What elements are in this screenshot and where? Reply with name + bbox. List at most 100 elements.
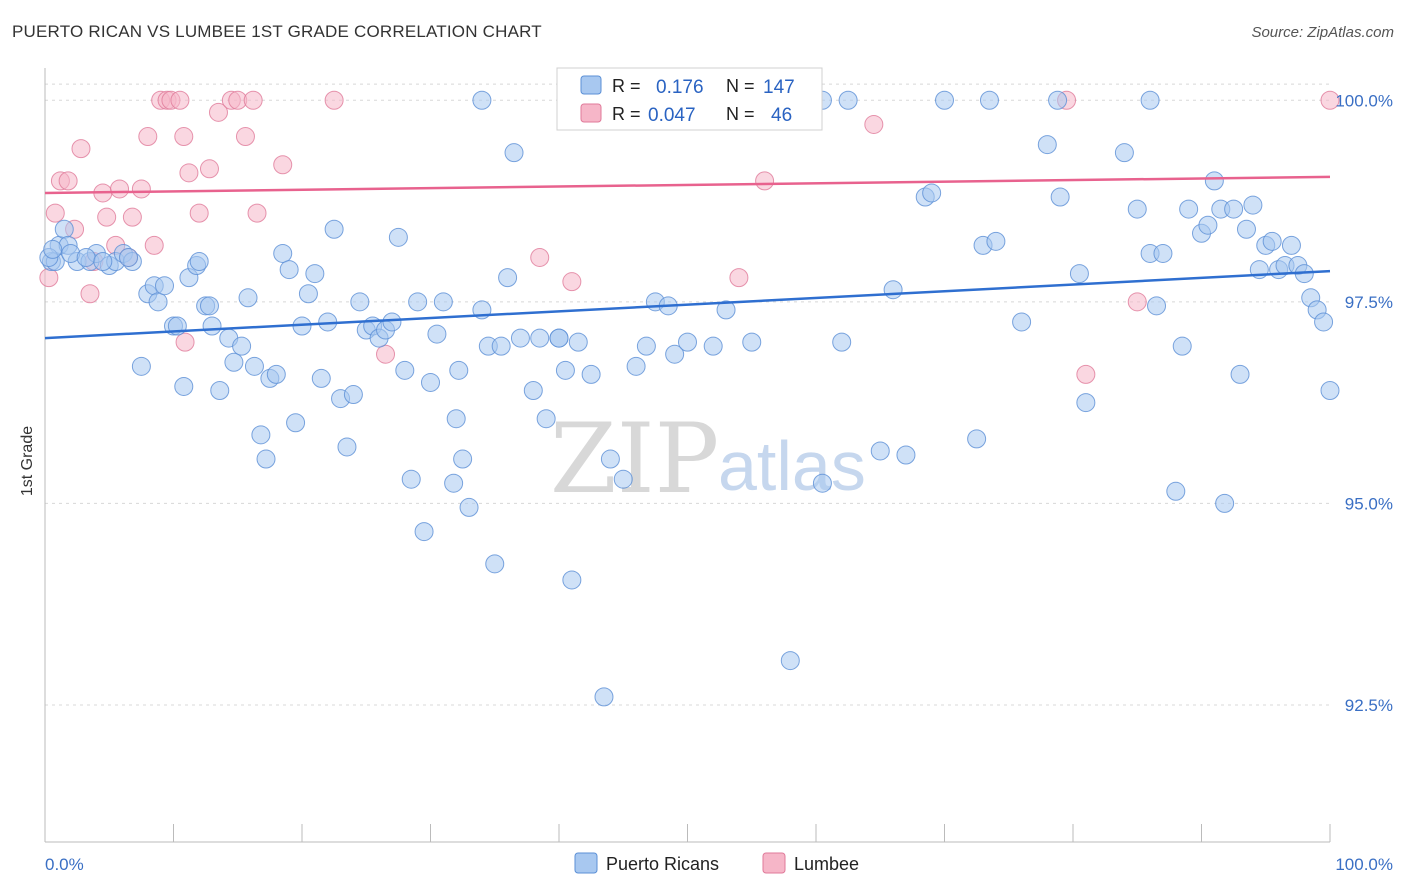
y-tick-label: 92.5% — [1345, 696, 1393, 715]
lumbee-point — [235, 127, 255, 147]
puerto-rican-point — [896, 445, 916, 465]
puerto-rican-point — [444, 473, 464, 493]
puerto-rican-point — [119, 247, 139, 267]
puerto-rican-point — [883, 280, 903, 300]
puerto-rican-point — [1050, 187, 1070, 207]
puerto-rican-point — [174, 376, 194, 396]
puerto-rican-point — [594, 687, 614, 707]
puerto-rican-point — [446, 409, 466, 429]
puerto-rican-point — [1179, 199, 1199, 219]
puerto-rican-point — [1166, 481, 1186, 501]
legend-swatch-blue — [580, 75, 602, 95]
x-tick-labels: 0.0% 100.0% — [45, 855, 1393, 874]
puerto-rican-point — [485, 554, 505, 574]
puerto-rican-point — [1281, 235, 1301, 255]
watermark-zip-text: ZIP — [550, 403, 719, 515]
puerto-rican-point — [238, 288, 258, 308]
puerto-rican-point — [626, 356, 646, 376]
puerto-rican-point — [1140, 90, 1160, 110]
puerto-rican-point — [1172, 336, 1192, 356]
puerto-rican-point — [636, 336, 656, 356]
puerto-rican-point — [498, 268, 518, 288]
puerto-rican-point — [1243, 195, 1263, 215]
series-label-puerto-ricans: Puerto Ricans — [606, 854, 719, 874]
puerto-rican-point — [210, 381, 230, 400]
puerto-rican-point — [337, 437, 357, 457]
series-swatch-puerto-ricans — [574, 852, 598, 874]
puerto-rican-point — [1198, 215, 1218, 235]
puerto-rican-point — [189, 252, 209, 271]
lumbee-point — [243, 90, 263, 110]
puerto-rican-points — [39, 90, 1340, 707]
puerto-rican-point — [76, 247, 96, 267]
puerto-rican-point — [491, 336, 511, 356]
lumbee-point — [562, 272, 582, 292]
puerto-rican-point — [1262, 231, 1282, 251]
y-tick-label: 97.5% — [1345, 293, 1393, 312]
puerto-rican-point — [1127, 199, 1147, 219]
y-tick-label: 100.0% — [1335, 91, 1393, 110]
puerto-rican-point — [504, 143, 524, 163]
puerto-rican-point — [131, 356, 151, 376]
legend-r-label-1: R = — [612, 76, 641, 96]
puerto-rican-point — [408, 292, 428, 312]
x-tick-label: 100.0% — [1335, 855, 1393, 874]
puerto-rican-point — [224, 352, 244, 372]
lumbee-point — [175, 332, 195, 352]
puerto-rican-point — [199, 296, 219, 316]
puerto-rican-point — [232, 336, 252, 356]
puerto-rican-point — [742, 332, 762, 352]
puerto-rican-point — [1224, 199, 1244, 219]
puerto-rican-point — [350, 292, 370, 312]
lumbee-point — [174, 127, 194, 147]
puerto-rican-point — [1037, 135, 1057, 155]
puerto-rican-point — [1147, 296, 1167, 316]
puerto-rican-point — [1320, 381, 1340, 400]
puerto-rican-point — [703, 336, 723, 356]
lumbee-point — [58, 171, 78, 191]
puerto-rican-point — [1314, 312, 1334, 332]
puerto-rican-point — [832, 332, 852, 352]
lumbee-point — [170, 90, 190, 110]
lumbee-point — [729, 268, 749, 288]
puerto-rican-point — [780, 651, 800, 671]
puerto-rican-point — [678, 332, 697, 352]
puerto-rican-point — [1215, 493, 1235, 513]
grid-lines — [45, 83, 1330, 706]
puerto-rican-point — [1114, 143, 1134, 163]
puerto-rican-point — [1153, 243, 1173, 263]
puerto-rican-point — [1048, 90, 1068, 110]
puerto-rican-point — [305, 264, 325, 284]
legend-n-label-1: N = — [726, 76, 755, 96]
puerto-rican-point — [979, 90, 999, 110]
puerto-rican-point — [401, 469, 421, 489]
puerto-rican-point — [549, 328, 569, 348]
lumbee-point — [864, 114, 884, 134]
lumbee-point — [131, 179, 151, 199]
legend-n-label-2: N = — [726, 104, 755, 124]
puerto-rican-point — [453, 449, 473, 469]
legend-swatch-pink — [580, 103, 602, 123]
puerto-rican-point — [472, 90, 492, 110]
puerto-rican-point — [536, 409, 556, 429]
lumbee-point — [71, 139, 91, 159]
source-label: Source: ZipAtlas.com — [1251, 24, 1394, 41]
puerto-rican-point — [93, 252, 113, 271]
series-legend: Puerto Ricans Lumbee — [574, 852, 859, 874]
puerto-rican-point — [256, 449, 276, 469]
puerto-rican-point — [155, 276, 175, 296]
series-label-lumbee: Lumbee — [794, 854, 859, 874]
puerto-rican-point — [922, 183, 942, 203]
series-swatch-lumbee — [762, 852, 786, 874]
axes — [44, 68, 1331, 843]
puerto-rican-point — [1204, 171, 1224, 191]
puerto-rican-point — [279, 260, 299, 280]
puerto-rican-point — [414, 522, 434, 542]
puerto-rican-point — [1012, 312, 1032, 332]
lumbee-point — [530, 247, 550, 267]
lumbee-trend-line — [44, 175, 1331, 195]
watermark-atlas-text: atlas — [718, 427, 866, 505]
puerto-rican-point — [562, 570, 582, 590]
lumbee-point — [755, 171, 775, 191]
